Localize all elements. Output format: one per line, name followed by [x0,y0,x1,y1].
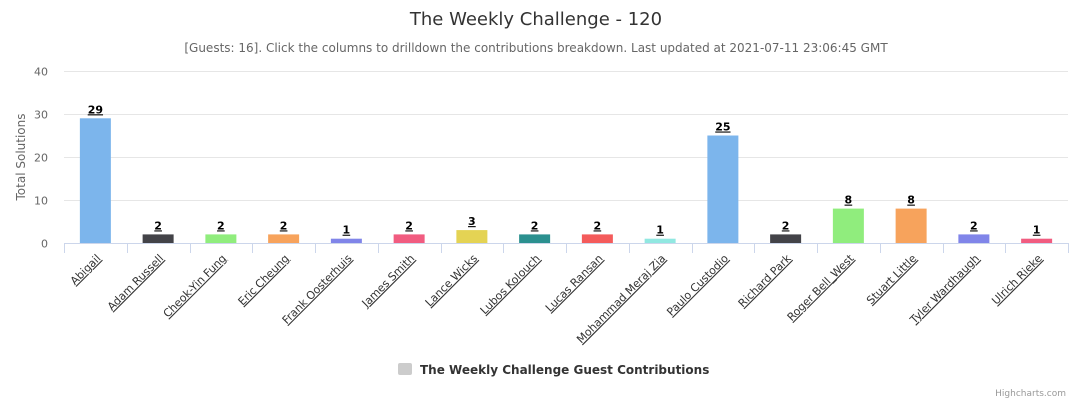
x-tick-label[interactable]: Eric Cheung [236,252,292,308]
gridlines [64,71,1068,201]
bar[interactable] [79,118,111,243]
bar[interactable] [268,234,300,243]
x-tick-label[interactable]: Lance Wicks [423,252,480,309]
x-tick-label[interactable]: Adam Russell [105,252,166,313]
chart-title: The Weekly Challenge - 120 [409,9,662,30]
data-labels: 29 2 2 2 1 2 3 2 2 1 25 2 8 8 2 1 [88,103,1041,236]
credits-link[interactable]: Highcharts.com [995,389,1066,399]
bar[interactable] [330,238,362,243]
bar[interactable] [832,208,864,243]
bar[interactable] [958,234,990,243]
bar[interactable] [707,135,739,244]
data-label[interactable]: 3 [468,215,476,228]
x-tick-label[interactable]: Roger Bell_West [785,251,857,323]
y-tick-label: 0 [41,238,48,251]
data-label[interactable]: 8 [907,194,915,207]
data-label[interactable]: 2 [782,219,790,232]
data-label[interactable]: 8 [845,194,853,207]
x-tick-label[interactable]: Lucas Ransan [543,252,606,315]
data-label[interactable]: 2 [405,219,413,232]
data-label[interactable]: 25 [715,121,730,134]
data-label[interactable]: 2 [280,219,288,232]
data-label[interactable]: 2 [531,219,539,232]
data-label[interactable]: 2 [970,219,978,232]
chart-subtitle: [Guests: 16]. Click the columns to drill… [184,41,888,55]
y-tick-label: 30 [34,109,48,122]
bar[interactable] [393,234,425,243]
bar[interactable] [895,208,927,243]
bar[interactable] [519,234,551,243]
bar[interactable] [205,234,237,243]
legend-label[interactable]: The Weekly Challenge Guest Contributions [420,363,709,377]
x-tick-label[interactable]: James Smith [359,252,418,311]
y-tick-label: 20 [34,152,48,165]
x-tick-label[interactable]: Abigail [68,252,104,288]
data-label[interactable]: 1 [343,224,351,237]
x-tick-label[interactable]: Richard Park [736,251,794,309]
bar[interactable] [456,230,488,243]
data-label[interactable]: 1 [1033,224,1041,237]
bar[interactable] [770,234,802,243]
x-axis-ticks [64,243,1069,253]
bar[interactable] [644,238,676,243]
bars [79,118,1053,244]
x-tick-label[interactable]: Lubos Kolouch [478,252,543,317]
x-tick-label[interactable]: Paulo Custodio [664,252,731,319]
x-tick-label[interactable]: Ulrich Rieke [989,252,1045,308]
legend-symbol[interactable] [398,363,412,375]
bar[interactable] [581,234,613,243]
y-tick-label: 10 [34,195,48,208]
data-label[interactable]: 2 [217,219,225,232]
y-tick-label: 40 [34,66,48,79]
legend-item[interactable]: The Weekly Challenge Guest Contributions [398,363,709,377]
y-axis-ticks: 0 10 20 30 40 [34,66,48,251]
bar[interactable] [142,234,174,243]
y-axis-title: Total Solutions [14,114,28,202]
x-tick-label[interactable]: Frank Oosterhuis [280,252,355,327]
data-label[interactable]: 1 [656,224,664,237]
x-tick-label[interactable]: Cheok-Yin Fung [161,252,229,320]
data-label[interactable]: 2 [154,219,162,232]
x-tick-label[interactable]: Tyler Wardhaugh [907,252,982,327]
x-tick-label[interactable]: Stuart Little [864,252,919,307]
bar[interactable] [1021,238,1053,243]
data-label[interactable]: 29 [88,103,103,116]
data-label[interactable]: 2 [594,219,602,232]
